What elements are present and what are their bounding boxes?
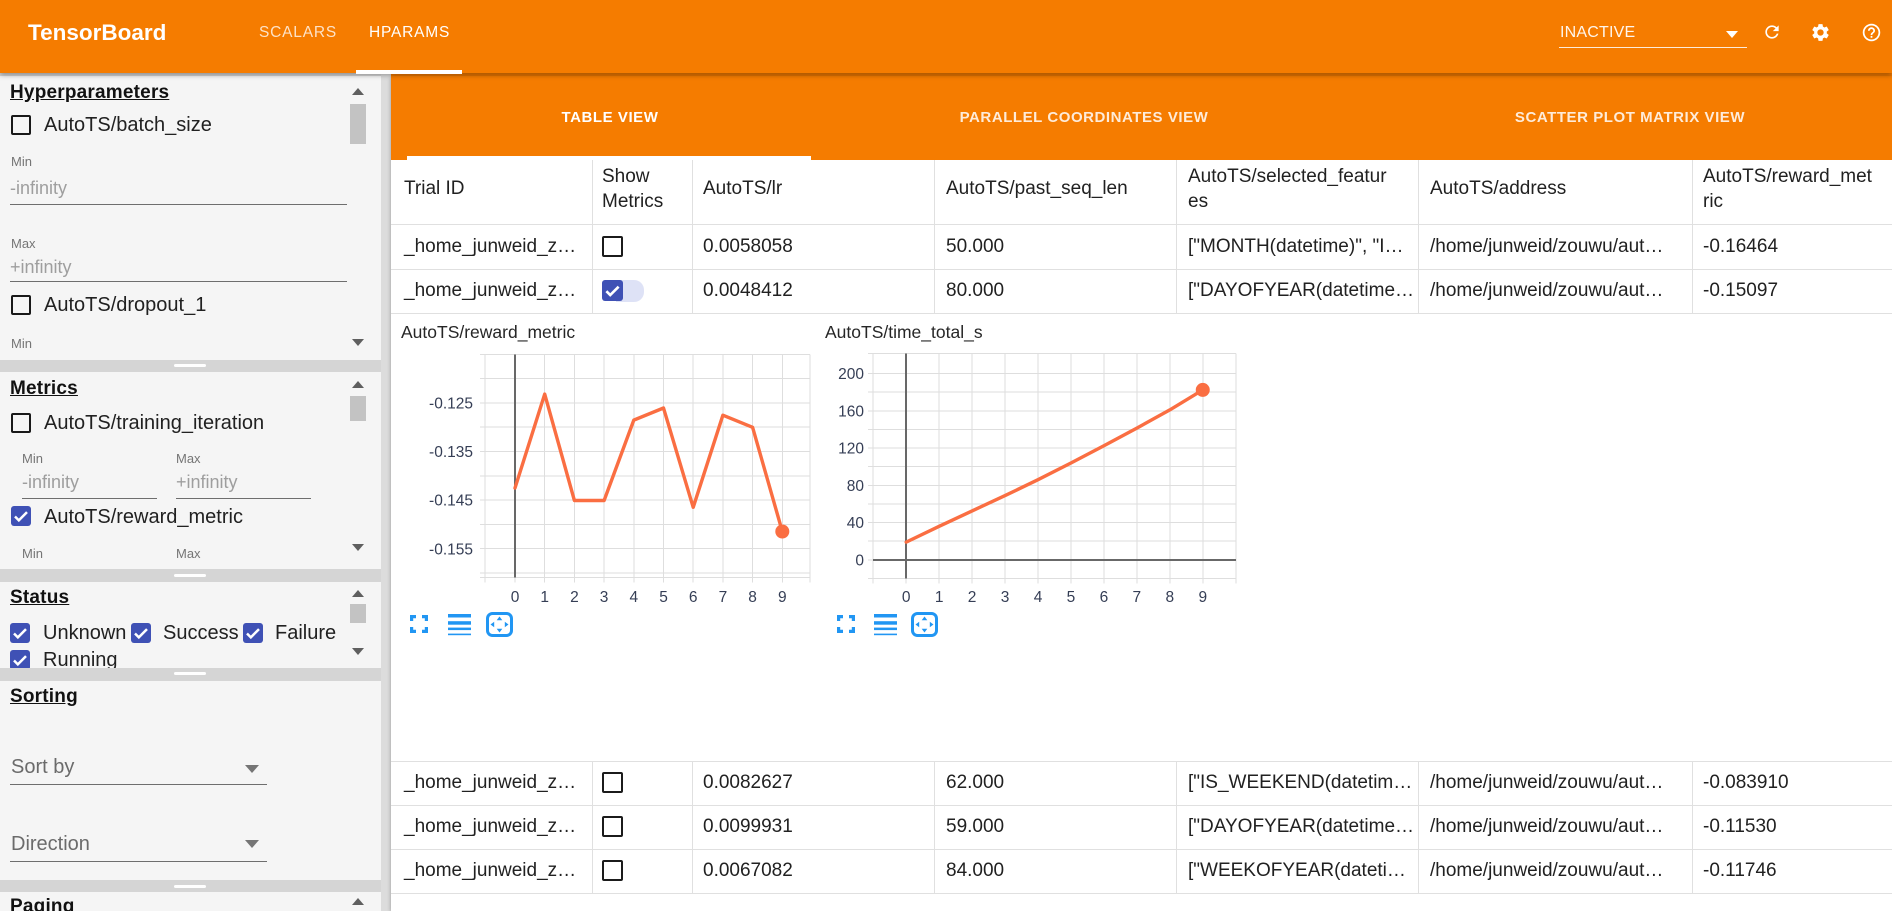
svg-text:200: 200 <box>838 366 864 383</box>
svg-text:7: 7 <box>1133 589 1142 606</box>
svg-text:40: 40 <box>847 515 865 532</box>
svg-text:2: 2 <box>570 589 579 606</box>
svg-text:9: 9 <box>1198 589 1207 606</box>
svg-text:0: 0 <box>902 589 911 606</box>
svg-text:3: 3 <box>600 589 609 606</box>
svg-text:8: 8 <box>748 589 757 606</box>
svg-text:1: 1 <box>935 589 944 606</box>
svg-text:6: 6 <box>1100 589 1109 606</box>
svg-text:6: 6 <box>689 589 698 606</box>
svg-text:0: 0 <box>855 552 864 569</box>
svg-text:9: 9 <box>778 589 787 606</box>
svg-text:5: 5 <box>659 589 668 606</box>
svg-text:120: 120 <box>838 441 864 458</box>
svg-text:4: 4 <box>629 589 638 606</box>
svg-text:4: 4 <box>1034 589 1043 606</box>
svg-text:80: 80 <box>847 478 865 495</box>
svg-text:3: 3 <box>1001 589 1010 606</box>
svg-text:160: 160 <box>838 403 864 420</box>
svg-text:5: 5 <box>1067 589 1076 606</box>
svg-text:-0.155: -0.155 <box>429 541 473 558</box>
svg-text:-0.145: -0.145 <box>429 493 473 510</box>
svg-text:-0.135: -0.135 <box>429 444 473 461</box>
svg-text:7: 7 <box>719 589 728 606</box>
svg-text:1: 1 <box>540 589 549 606</box>
svg-text:0: 0 <box>511 589 520 606</box>
svg-text:2: 2 <box>968 589 977 606</box>
svg-text:8: 8 <box>1165 589 1174 606</box>
svg-text:-0.125: -0.125 <box>429 396 473 413</box>
